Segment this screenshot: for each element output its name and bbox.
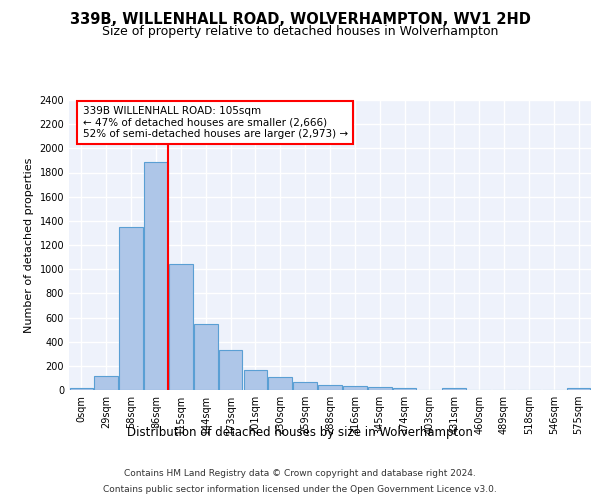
Text: Distribution of detached houses by size in Wolverhampton: Distribution of detached houses by size … (127, 426, 473, 439)
Bar (194, 324, 218, 390)
Text: 339B WILLENHALL ROAD: 105sqm
← 47% of detached houses are smaller (2,666)
52% of: 339B WILLENHALL ROAD: 105sqm ← 47% of de… (83, 106, 348, 139)
Bar (119, 227, 143, 390)
Bar (244, 370, 267, 390)
Bar (94, 376, 118, 390)
Bar (293, 382, 317, 390)
Bar (343, 386, 367, 390)
Text: Size of property relative to detached houses in Wolverhampton: Size of property relative to detached ho… (102, 25, 498, 38)
Bar (567, 388, 590, 390)
Bar (442, 388, 466, 390)
Text: Contains public sector information licensed under the Open Government Licence v3: Contains public sector information licen… (103, 484, 497, 494)
Y-axis label: Number of detached properties: Number of detached properties (24, 158, 34, 332)
Bar (318, 385, 342, 390)
Bar (368, 387, 392, 390)
Bar (144, 162, 168, 390)
Bar (268, 378, 292, 390)
Bar (219, 350, 242, 390)
Text: Contains HM Land Registry data © Crown copyright and database right 2024.: Contains HM Land Registry data © Crown c… (124, 470, 476, 478)
Bar (169, 264, 193, 390)
Bar (393, 388, 416, 390)
Text: 339B, WILLENHALL ROAD, WOLVERHAMPTON, WV1 2HD: 339B, WILLENHALL ROAD, WOLVERHAMPTON, WV… (70, 12, 530, 28)
Bar (70, 388, 93, 390)
